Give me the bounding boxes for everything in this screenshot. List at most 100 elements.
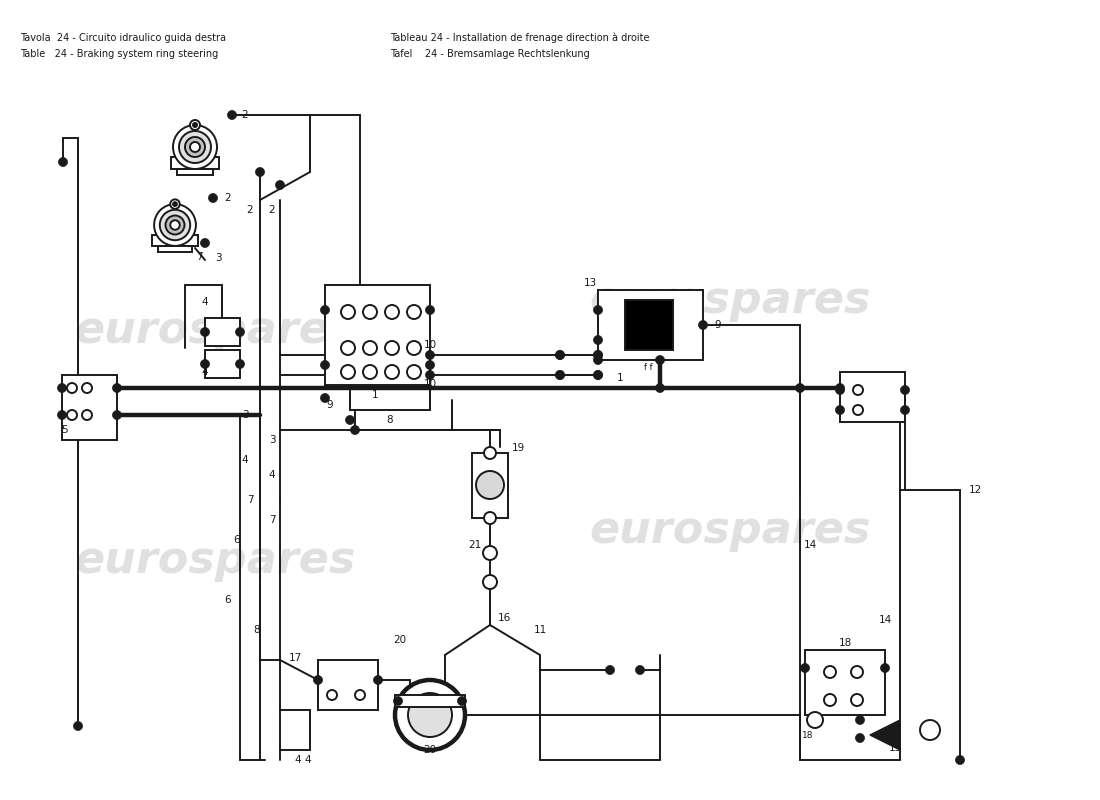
- Circle shape: [200, 238, 209, 247]
- Circle shape: [594, 350, 603, 359]
- Circle shape: [190, 120, 200, 130]
- Circle shape: [320, 394, 330, 402]
- Circle shape: [851, 694, 864, 706]
- Circle shape: [594, 370, 603, 379]
- Text: 18: 18: [802, 730, 814, 739]
- Text: 11: 11: [534, 625, 547, 635]
- Circle shape: [956, 755, 965, 765]
- Bar: [598, 290, 703, 360]
- Bar: [472, 453, 508, 518]
- Text: 14: 14: [879, 615, 892, 625]
- Circle shape: [801, 663, 810, 673]
- Circle shape: [374, 675, 383, 685]
- Circle shape: [190, 142, 200, 152]
- Circle shape: [154, 204, 196, 246]
- Text: 1: 1: [372, 390, 378, 400]
- Circle shape: [836, 383, 845, 393]
- Circle shape: [385, 365, 399, 379]
- Text: 15: 15: [889, 743, 902, 753]
- Text: 20: 20: [394, 635, 407, 645]
- Circle shape: [880, 663, 890, 673]
- Text: Table   24 - Braking system ring steering: Table 24 - Braking system ring steering: [20, 49, 218, 59]
- Circle shape: [341, 341, 355, 355]
- Bar: [805, 650, 886, 715]
- Text: 4: 4: [201, 297, 208, 307]
- Circle shape: [656, 383, 664, 393]
- Circle shape: [408, 693, 452, 737]
- Circle shape: [851, 666, 864, 678]
- Bar: [205, 350, 240, 378]
- Circle shape: [836, 406, 845, 414]
- Circle shape: [656, 355, 664, 365]
- Circle shape: [426, 361, 434, 370]
- Circle shape: [82, 383, 92, 393]
- Bar: [395, 695, 465, 707]
- Circle shape: [74, 722, 82, 730]
- Circle shape: [484, 512, 496, 524]
- Text: 19: 19: [512, 443, 525, 453]
- Circle shape: [407, 305, 421, 319]
- Circle shape: [209, 194, 218, 202]
- Bar: [152, 234, 198, 246]
- Text: 2: 2: [246, 205, 253, 215]
- Text: eurospares: eurospares: [75, 309, 355, 351]
- Circle shape: [556, 350, 564, 359]
- Circle shape: [67, 383, 77, 393]
- Text: 10: 10: [424, 379, 437, 389]
- Circle shape: [920, 720, 940, 740]
- Text: 4: 4: [242, 455, 249, 465]
- Text: 4: 4: [201, 367, 208, 377]
- Circle shape: [170, 199, 179, 209]
- Text: 14: 14: [803, 540, 816, 550]
- Circle shape: [173, 125, 217, 169]
- Circle shape: [235, 327, 244, 337]
- Text: f f: f f: [644, 363, 652, 373]
- Circle shape: [807, 712, 823, 728]
- Circle shape: [852, 405, 864, 415]
- Circle shape: [901, 386, 910, 394]
- Circle shape: [394, 697, 403, 706]
- Circle shape: [856, 734, 865, 742]
- Circle shape: [67, 410, 77, 420]
- Circle shape: [852, 385, 864, 395]
- Text: 7: 7: [268, 515, 275, 525]
- Circle shape: [82, 410, 92, 420]
- Circle shape: [556, 370, 564, 379]
- Circle shape: [795, 383, 804, 393]
- Text: 4: 4: [295, 755, 301, 765]
- Circle shape: [483, 546, 497, 560]
- Text: Tafel    24 - Bremsamlage Rechtslenkung: Tafel 24 - Bremsamlage Rechtslenkung: [390, 49, 590, 59]
- Circle shape: [355, 690, 365, 700]
- Circle shape: [185, 137, 205, 157]
- Circle shape: [483, 575, 497, 589]
- Circle shape: [385, 341, 399, 355]
- Circle shape: [320, 306, 330, 314]
- Text: eurospares: eurospares: [75, 538, 355, 582]
- Circle shape: [407, 365, 421, 379]
- Circle shape: [594, 370, 603, 379]
- Text: 10: 10: [424, 340, 437, 350]
- Text: 9: 9: [327, 400, 333, 410]
- Bar: [324, 285, 430, 385]
- Circle shape: [605, 666, 615, 674]
- Circle shape: [327, 690, 337, 700]
- Circle shape: [173, 202, 177, 206]
- Text: 7: 7: [196, 252, 202, 262]
- Circle shape: [556, 350, 564, 359]
- Bar: [177, 169, 213, 175]
- Circle shape: [58, 158, 67, 166]
- Circle shape: [200, 359, 209, 369]
- Circle shape: [192, 123, 197, 127]
- Text: 2: 2: [268, 205, 275, 215]
- Text: 3: 3: [242, 410, 249, 420]
- Circle shape: [824, 666, 836, 678]
- Text: 4: 4: [305, 755, 311, 765]
- Text: 5: 5: [62, 425, 68, 435]
- Circle shape: [363, 305, 377, 319]
- Circle shape: [200, 327, 209, 337]
- Circle shape: [426, 370, 434, 379]
- Circle shape: [314, 675, 322, 685]
- Circle shape: [594, 355, 603, 365]
- Circle shape: [320, 361, 330, 370]
- Circle shape: [170, 220, 179, 230]
